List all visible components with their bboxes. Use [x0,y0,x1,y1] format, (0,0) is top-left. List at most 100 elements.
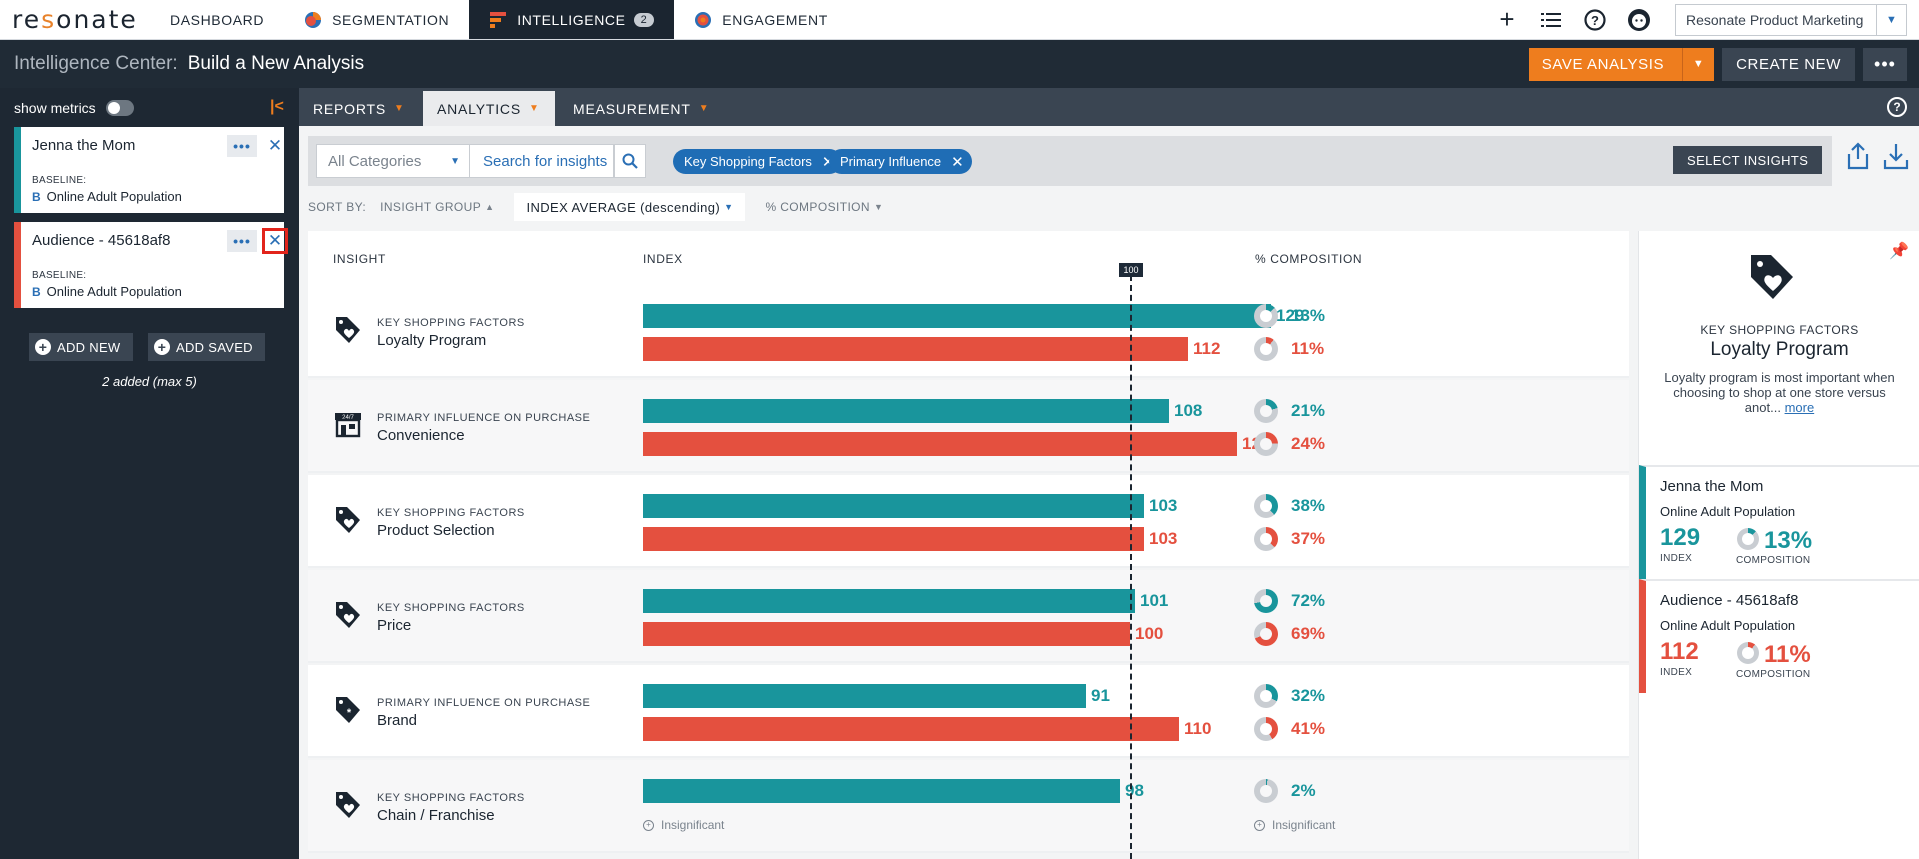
index-bar-audience-a[interactable] [643,304,1271,328]
detail-index-value: 129 [1660,524,1701,551]
sort-index-average[interactable]: INDEX AVERAGE (descending) ▼ [514,193,746,221]
nav-actions: + ? Resonate Product Marketing ▼ [1485,0,1919,39]
add-new-audience-button[interactable]: + ADD NEW [29,333,133,361]
table-row[interactable]: 24/7 PRIMARY INFLUENCE ON PURCHASE Conveni… [308,380,1629,473]
nav-tab-label: SEGMENTATION [332,11,450,28]
plus-icon[interactable]: + [1499,4,1515,34]
insignificant-note: + Insignificant [1254,818,1335,832]
help-icon[interactable]: ? [1573,0,1617,40]
index-value-audience-a: 98 [1125,781,1144,800]
help-icon[interactable]: ? [1887,97,1907,117]
insight-group: KEY SHOPPING FACTORS [377,507,525,519]
table-row[interactable]: KEY SHOPPING FACTORS Product Selection 103… [308,475,1629,568]
sort-up-icon: ▲ [485,202,495,212]
segmentation-icon [305,11,322,28]
sort-by-label: SORT BY: [308,200,367,214]
tab-reports[interactable]: REPORTS ▼ [299,91,413,126]
sort-insight-group[interactable]: INSIGHT GROUP ▲ [380,200,494,214]
svg-text:?: ? [1591,13,1599,28]
baseline-value: B Online Adult Population [32,189,182,204]
add-saved-audience-button[interactable]: + ADD SAVED [148,333,265,361]
nav-tab-intelligence[interactable]: INTELLIGENCE 2 [469,0,675,39]
collapse-sidebar-icon[interactable]: |< [270,98,284,115]
index-bar-audience-a[interactable] [643,684,1086,708]
baseline-name: Online Adult Population [46,189,182,204]
insight-name: Price [377,617,412,634]
filter-chip-label: Key Shopping Factors [684,154,812,169]
detail-composition-value: 11% [1764,641,1811,668]
user-avatar-icon[interactable] [1617,0,1661,40]
index-bar-audience-b[interactable] [643,622,1130,646]
audience-options-icon[interactable]: ••• [227,230,257,252]
baseline-value: B Online Adult Population [32,284,182,299]
index-bar-audience-a[interactable] [643,779,1120,803]
sort-option-label: INSIGHT GROUP [380,200,482,214]
tab-analytics[interactable]: ANALYTICS ▼ [423,91,555,126]
index-bar-audience-b[interactable] [643,432,1237,456]
organization-select[interactable]: Resonate Product Marketing ▼ [1675,3,1907,36]
analysis-tabs: REPORTS ▼ ANALYTICS ▼ MEASUREMENT ▼ ? [299,88,1919,126]
index-bar-audience-a[interactable] [643,494,1144,518]
nav-tab-segmentation[interactable]: SEGMENTATION [284,0,469,39]
nav-tab-engagement[interactable]: ENGAGEMENT [674,0,848,39]
column-header-index: INDEX [643,252,683,266]
pin-icon[interactable]: 📌 [1889,243,1909,260]
filter-chip[interactable]: Primary Influence ✕ [829,149,972,174]
audience-options-icon[interactable]: ••• [227,135,257,157]
index-bar-audience-b[interactable] [643,527,1144,551]
more-link[interactable]: more [1784,400,1815,415]
nav-tab-dashboard[interactable]: DASHBOARD [150,0,284,39]
search-icon[interactable] [614,144,646,178]
insight-name: Convenience [377,427,465,444]
audience-card[interactable]: Audience - 45618af8 ••• ✕ BASELINE: B Onl… [14,222,288,308]
index-bar-audience-b[interactable] [643,337,1188,361]
composition-donut-audience-b [1254,527,1278,551]
remove-filter-icon[interactable]: ✕ [951,153,964,171]
table-row[interactable]: KEY SHOPPING FACTORS Loyalty Program 129 13… [308,285,1629,378]
remove-audience-icon[interactable]: ✕ [262,228,288,254]
tab-measurement[interactable]: MEASUREMENT ▼ [559,91,729,126]
filter-chip[interactable]: Key Shopping Factors✕ [673,149,843,174]
composition-donut-audience-a [1254,304,1278,328]
page-title: Build a New Analysis [187,53,365,74]
audience-card[interactable]: Jenna the Mom ••• ✕ BASELINE: B Online Ad… [14,127,284,213]
insignificant-label: Insignificant [661,818,725,832]
remove-audience-icon[interactable]: ✕ [267,136,283,155]
search-insights-input[interactable] [470,144,614,178]
index-value-audience-b: 103 [1149,529,1178,548]
tab-label: REPORTS [313,100,387,117]
intelligence-icon [490,11,507,28]
column-header-composition: % COMPOSITION [1255,252,1363,266]
page-header: Intelligence Center: Build a New Analysi… [0,40,1919,88]
sort-composition[interactable]: % COMPOSITION ▼ [765,200,883,214]
detail-audience-name: Jenna the Mom [1660,478,1764,495]
category-select[interactable]: All Categories ▼ [316,144,470,178]
index-value-audience-b: 112 [1193,339,1221,358]
save-options-chevron-icon[interactable]: ▼ [1682,47,1714,81]
show-metrics-toggle[interactable] [105,100,134,116]
composition-donut-audience-b [1254,717,1278,741]
create-new-button[interactable]: CREATE NEW [1722,47,1855,81]
store-24-7-icon: 24/7 [335,413,361,438]
tag-heart-icon [1751,255,1793,299]
more-options-icon[interactable]: ••• [1863,47,1907,81]
reference-index-label: 100 [1119,263,1143,277]
table-row[interactable]: KEY SHOPPING FACTORS Chain / Franchise 98 2… [308,760,1629,853]
resonate-logo[interactable]: re s onate [12,5,138,34]
header-actions: SAVE ANALYSIS ▼ CREATE NEW ••• [1528,47,1907,81]
share-icon[interactable] [1845,142,1871,170]
index-bar-audience-a[interactable] [643,399,1169,423]
table-row[interactable]: * PRIMARY INFLUENCE ON PURCHASE Brand 91 32%… [308,665,1629,758]
select-insights-button[interactable]: SELECT INSIGHTS [1673,146,1823,174]
tag-heart-icon [336,317,360,343]
composition-donut-audience-b [1254,337,1278,361]
table-row[interactable]: KEY SHOPPING FACTORS Price 101 72% 100 69% [308,570,1629,663]
sort-option-label: INDEX AVERAGE (descending) [526,199,721,215]
index-bar-audience-a[interactable] [643,589,1135,613]
organization-select-value: Resonate Product Marketing [1686,11,1864,28]
detail-index-label: INDEX [1660,553,1693,564]
download-icon[interactable] [1883,142,1909,170]
list-icon[interactable] [1529,0,1573,40]
index-bar-audience-b[interactable] [643,717,1179,741]
save-analysis-button[interactable]: SAVE ANALYSIS ▼ [1528,47,1715,81]
